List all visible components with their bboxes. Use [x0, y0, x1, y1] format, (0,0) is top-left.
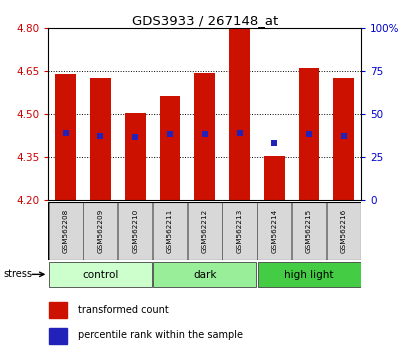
- Bar: [264, 156, 285, 200]
- Bar: [153, 262, 256, 287]
- Bar: [229, 28, 250, 200]
- Text: GSM562216: GSM562216: [341, 209, 347, 253]
- Bar: [299, 68, 320, 200]
- Bar: [90, 78, 111, 200]
- Text: GSM562215: GSM562215: [306, 209, 312, 253]
- Bar: [257, 262, 360, 287]
- Text: GSM562214: GSM562214: [271, 209, 277, 253]
- Text: transformed count: transformed count: [78, 305, 168, 315]
- Bar: [327, 202, 361, 260]
- Bar: [49, 328, 67, 344]
- Text: GSM562212: GSM562212: [202, 209, 208, 253]
- Bar: [55, 74, 76, 200]
- Text: dark: dark: [193, 270, 216, 280]
- Text: GSM562211: GSM562211: [167, 209, 173, 253]
- Bar: [49, 262, 152, 287]
- Text: stress: stress: [3, 269, 32, 279]
- Bar: [194, 73, 215, 200]
- Text: GSM562213: GSM562213: [236, 209, 242, 253]
- Bar: [292, 202, 326, 260]
- Bar: [118, 202, 152, 260]
- Text: GSM562209: GSM562209: [97, 209, 103, 253]
- Bar: [125, 113, 146, 200]
- Title: GDS3933 / 267148_at: GDS3933 / 267148_at: [131, 14, 278, 27]
- Bar: [188, 202, 222, 260]
- Text: percentile rank within the sample: percentile rank within the sample: [78, 330, 243, 340]
- Bar: [49, 302, 67, 318]
- Bar: [153, 202, 187, 260]
- Text: GSM562210: GSM562210: [132, 209, 138, 253]
- Bar: [160, 96, 181, 200]
- Bar: [84, 202, 118, 260]
- Text: control: control: [82, 270, 118, 280]
- Bar: [257, 202, 291, 260]
- Text: GSM562208: GSM562208: [63, 209, 69, 253]
- Bar: [49, 202, 83, 260]
- Bar: [223, 202, 257, 260]
- Text: high light: high light: [284, 270, 334, 280]
- Bar: [333, 78, 354, 200]
